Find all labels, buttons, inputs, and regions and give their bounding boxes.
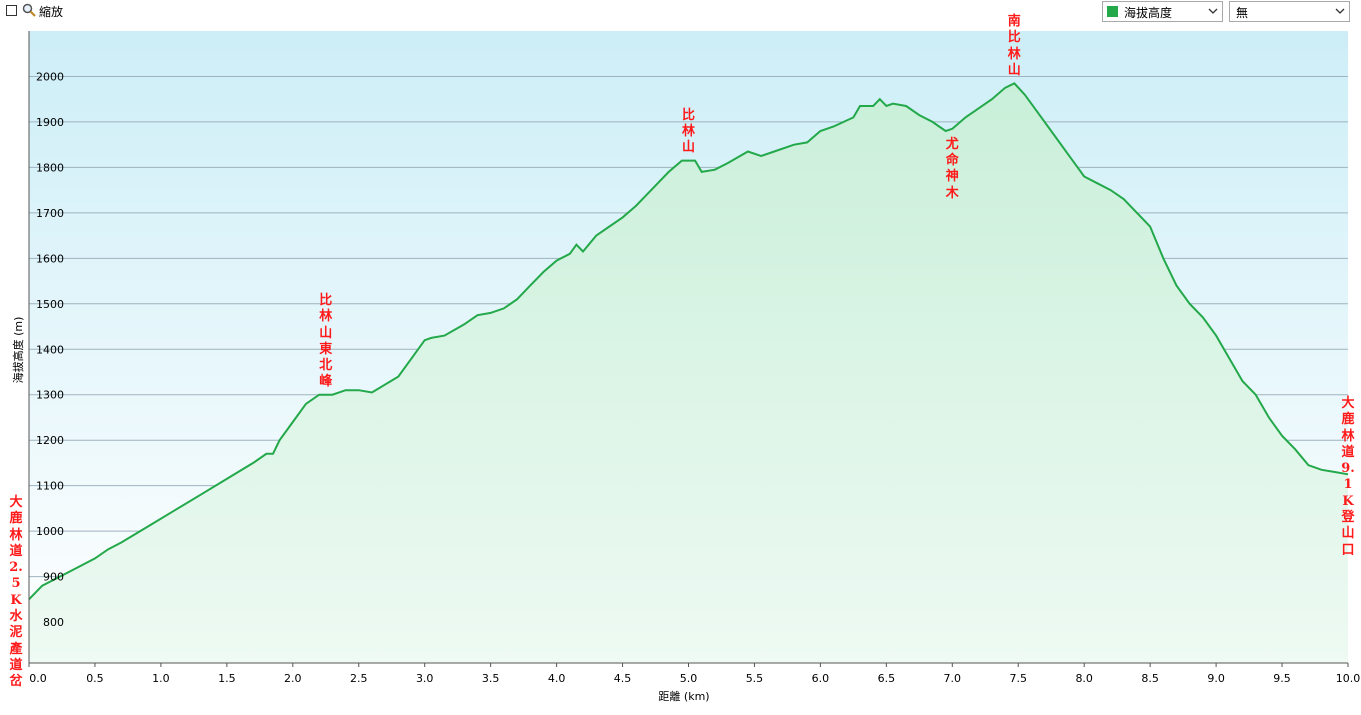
series-color-swatch (1107, 6, 1118, 17)
x-tick-label: 1.0 (152, 672, 170, 685)
x-tick-label: 3.5 (482, 672, 500, 685)
x-tick-label: 7.0 (944, 672, 962, 685)
y-tick-label: 1600 (36, 252, 64, 265)
x-tick-label: 8.5 (1141, 672, 1159, 685)
x-tick-label: 6.5 (878, 672, 896, 685)
zoom-label: 縮放 (39, 5, 64, 19)
secondary-select[interactable]: 無 (1229, 1, 1350, 22)
y-tick-label: 1400 (36, 343, 64, 356)
y-tick-label: 1100 (36, 480, 64, 493)
chevron-down-icon (1208, 8, 1218, 14)
annotation-label: 比林山東北峰 (319, 292, 333, 390)
y-tick-label: 1900 (36, 116, 64, 129)
x-tick-label: 2.0 (284, 672, 302, 685)
x-tick-label: 4.0 (548, 672, 566, 685)
x-axis-label: 距離 (km) (658, 689, 709, 703)
x-tick-label: 1.5 (218, 672, 236, 685)
magnifier-icon (22, 3, 36, 17)
series-select-value: 海拔高度 (1124, 6, 1173, 20)
x-tick-label: 0.0 (29, 672, 47, 685)
x-tick-label: 8.0 (1075, 672, 1093, 685)
annotation-label: 南比林山 (1007, 14, 1021, 78)
x-ticks: 0.0 0.5 1.0 1.5 2.0 2.5 3.0 3.5 4.0 4.5 5.0 5.5 6.0 6… (28, 663, 1361, 685)
y-tick-label: 1200 (36, 434, 64, 447)
y-tick-label: 1500 (36, 298, 64, 311)
y-tick-label: 1300 (36, 389, 64, 402)
y-tick-label: 1800 (36, 161, 64, 174)
x-tick-label: 4.5 (614, 672, 632, 685)
x-tick-label: 5.5 (746, 672, 764, 685)
x-tick-label: 3.0 (416, 672, 434, 685)
annotation-label: 大鹿林道2.5K水泥產道岔 (9, 495, 23, 690)
y-tick-label: 800 (43, 616, 64, 629)
zoom-checkbox[interactable] (6, 5, 17, 16)
y-ticks: 800 900 1000 1100 1200 1300 1400 1500 1600 1700 18… (36, 70, 64, 629)
chevron-down-icon (1335, 8, 1345, 14)
y-tick-label: 900 (43, 571, 64, 584)
annotation-label: 比林山 (681, 107, 695, 156)
x-tick-label: 2.5 (350, 672, 368, 685)
annotation-label: 大鹿林道9.1K登山口 (1341, 396, 1355, 558)
x-tick-label: 0.5 (86, 672, 104, 685)
secondary-select-value: 無 (1236, 6, 1249, 20)
x-tick-label: 9.5 (1273, 672, 1291, 685)
x-tick-label: 9.0 (1207, 672, 1225, 685)
y-tick-label: 2000 (36, 70, 64, 83)
y-axis-label: 海拔高度 (m) (11, 317, 25, 384)
x-tick-label: 10.0 (1336, 672, 1361, 685)
x-tick-label: 6.0 (812, 672, 830, 685)
x-tick-label: 7.5 (1010, 672, 1028, 685)
series-select[interactable]: 海拔高度 (1102, 1, 1223, 22)
elevation-area-fill (29, 83, 1348, 664)
x-tick-label: 5.0 (680, 672, 698, 685)
annotation-label: 尤命神木 (945, 136, 959, 201)
y-tick-label: 1000 (36, 525, 64, 538)
toolbar: 縮放 海拔高度 無 (0, 0, 1361, 26)
y-tick-label: 1700 (36, 207, 64, 220)
elevation-line (28, 82, 1349, 600)
